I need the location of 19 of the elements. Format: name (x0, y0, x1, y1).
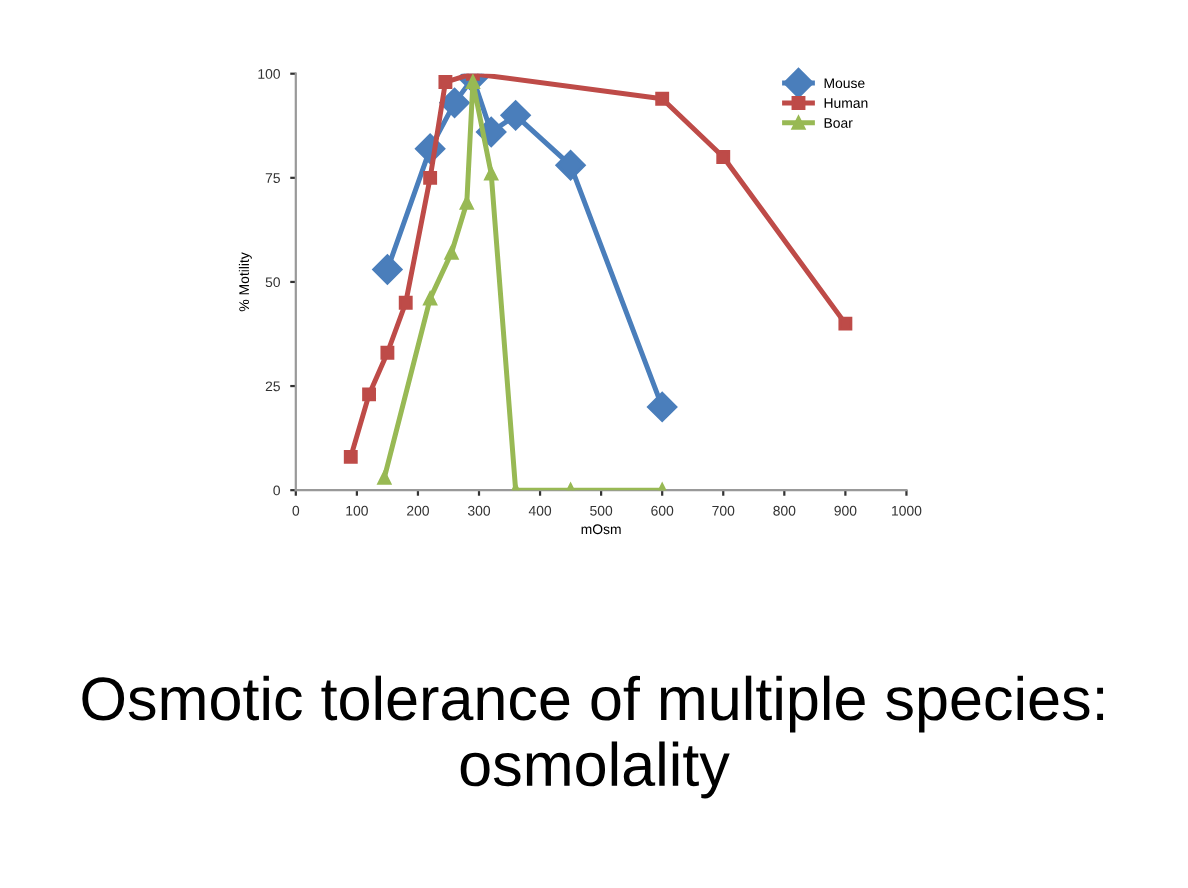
point (555, 150, 586, 181)
point (647, 391, 678, 423)
point (362, 387, 377, 402)
point (398, 295, 413, 310)
point (372, 254, 403, 285)
point (716, 150, 731, 164)
point (500, 100, 531, 131)
point (838, 316, 853, 331)
point (377, 470, 392, 485)
point (438, 75, 453, 89)
point (439, 87, 470, 118)
point (380, 345, 395, 360)
point (484, 166, 499, 181)
point (423, 291, 438, 306)
text: Osmotic tolerance of multiple species: osmolality (82, 675, 1104, 799)
point (343, 449, 358, 464)
point (444, 245, 459, 260)
point (423, 170, 438, 185)
point (655, 91, 670, 106)
